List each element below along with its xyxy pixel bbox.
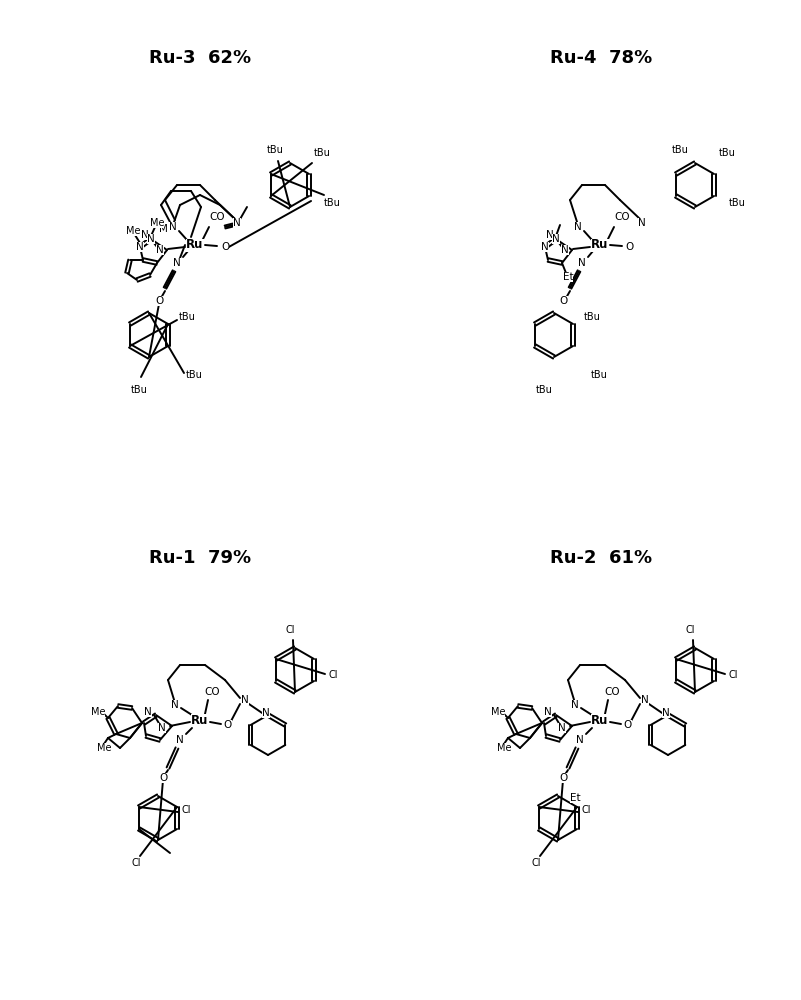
Text: Ru-2  61%: Ru-2 61% xyxy=(549,549,652,567)
Text: O: O xyxy=(221,242,229,252)
Text: N: N xyxy=(552,234,560,244)
Text: N: N xyxy=(241,695,249,705)
Text: tBu: tBu xyxy=(584,312,601,322)
Text: Et: Et xyxy=(570,793,580,803)
Text: tBu: tBu xyxy=(718,148,735,158)
Text: tBu: tBu xyxy=(267,145,284,155)
Text: Me: Me xyxy=(126,226,140,236)
Text: N: N xyxy=(576,735,584,745)
Text: N: N xyxy=(262,708,270,718)
Text: N: N xyxy=(544,707,552,717)
Text: N: N xyxy=(136,242,144,252)
Text: Cl: Cl xyxy=(582,805,591,815)
Text: Me: Me xyxy=(150,218,164,228)
Text: O: O xyxy=(626,242,634,252)
Text: N: N xyxy=(578,258,586,268)
Text: tBu: tBu xyxy=(729,198,746,208)
Text: tBu: tBu xyxy=(179,312,195,322)
Text: O: O xyxy=(223,720,232,730)
Text: N: N xyxy=(541,242,549,252)
Text: Ru-4  78%: Ru-4 78% xyxy=(549,49,652,67)
Text: N: N xyxy=(641,695,649,705)
Text: O: O xyxy=(560,296,568,306)
Text: tBu: tBu xyxy=(131,385,147,395)
Text: Me: Me xyxy=(491,707,505,717)
Text: M: M xyxy=(159,224,167,234)
Text: CO: CO xyxy=(204,687,219,697)
Text: N: N xyxy=(147,234,155,244)
Text: tBu: tBu xyxy=(590,370,607,380)
Text: N: N xyxy=(176,735,184,745)
Text: N: N xyxy=(171,700,179,710)
Text: Cl: Cl xyxy=(685,625,694,635)
Text: N: N xyxy=(558,723,566,733)
Text: O: O xyxy=(159,773,167,783)
Text: CO: CO xyxy=(614,212,630,222)
Text: N: N xyxy=(141,230,149,240)
Text: Ru: Ru xyxy=(591,714,609,726)
Text: Ru: Ru xyxy=(591,238,609,251)
Text: Cl: Cl xyxy=(131,858,141,868)
Text: N: N xyxy=(158,723,166,733)
Text: N: N xyxy=(571,700,579,710)
Text: O: O xyxy=(624,720,632,730)
Text: N: N xyxy=(546,230,553,240)
Text: Cl: Cl xyxy=(181,805,191,815)
Text: tBu: tBu xyxy=(313,148,331,158)
Text: CO: CO xyxy=(209,212,225,222)
Text: tBu: tBu xyxy=(536,385,553,395)
Text: Cl: Cl xyxy=(728,670,738,680)
Text: Cl: Cl xyxy=(531,858,541,868)
Text: N: N xyxy=(574,222,582,232)
Text: N: N xyxy=(173,258,181,268)
Text: Me: Me xyxy=(497,743,511,753)
Text: N: N xyxy=(169,222,177,232)
Text: N: N xyxy=(562,245,569,255)
Text: O: O xyxy=(559,773,567,783)
Text: Cl: Cl xyxy=(285,625,295,635)
Text: Me: Me xyxy=(97,743,111,753)
Text: O: O xyxy=(155,296,163,306)
Text: CO: CO xyxy=(604,687,620,697)
Text: Cl: Cl xyxy=(328,670,338,680)
Text: Me: Me xyxy=(91,707,105,717)
Text: Et: Et xyxy=(562,272,574,282)
Text: N: N xyxy=(144,707,152,717)
Text: N: N xyxy=(638,218,646,228)
Text: Ru: Ru xyxy=(191,714,209,726)
Text: O: O xyxy=(624,720,632,730)
Text: tBu: tBu xyxy=(324,198,340,208)
Text: N: N xyxy=(662,708,670,718)
Text: tBu: tBu xyxy=(671,145,688,155)
Text: Ru-1  79%: Ru-1 79% xyxy=(149,549,252,567)
Text: tBu: tBu xyxy=(186,370,203,380)
Text: N: N xyxy=(233,218,241,228)
Text: O: O xyxy=(223,720,232,730)
Text: Ru: Ru xyxy=(187,238,203,251)
Text: Ru-3  62%: Ru-3 62% xyxy=(149,49,252,67)
Text: N: N xyxy=(156,245,164,255)
